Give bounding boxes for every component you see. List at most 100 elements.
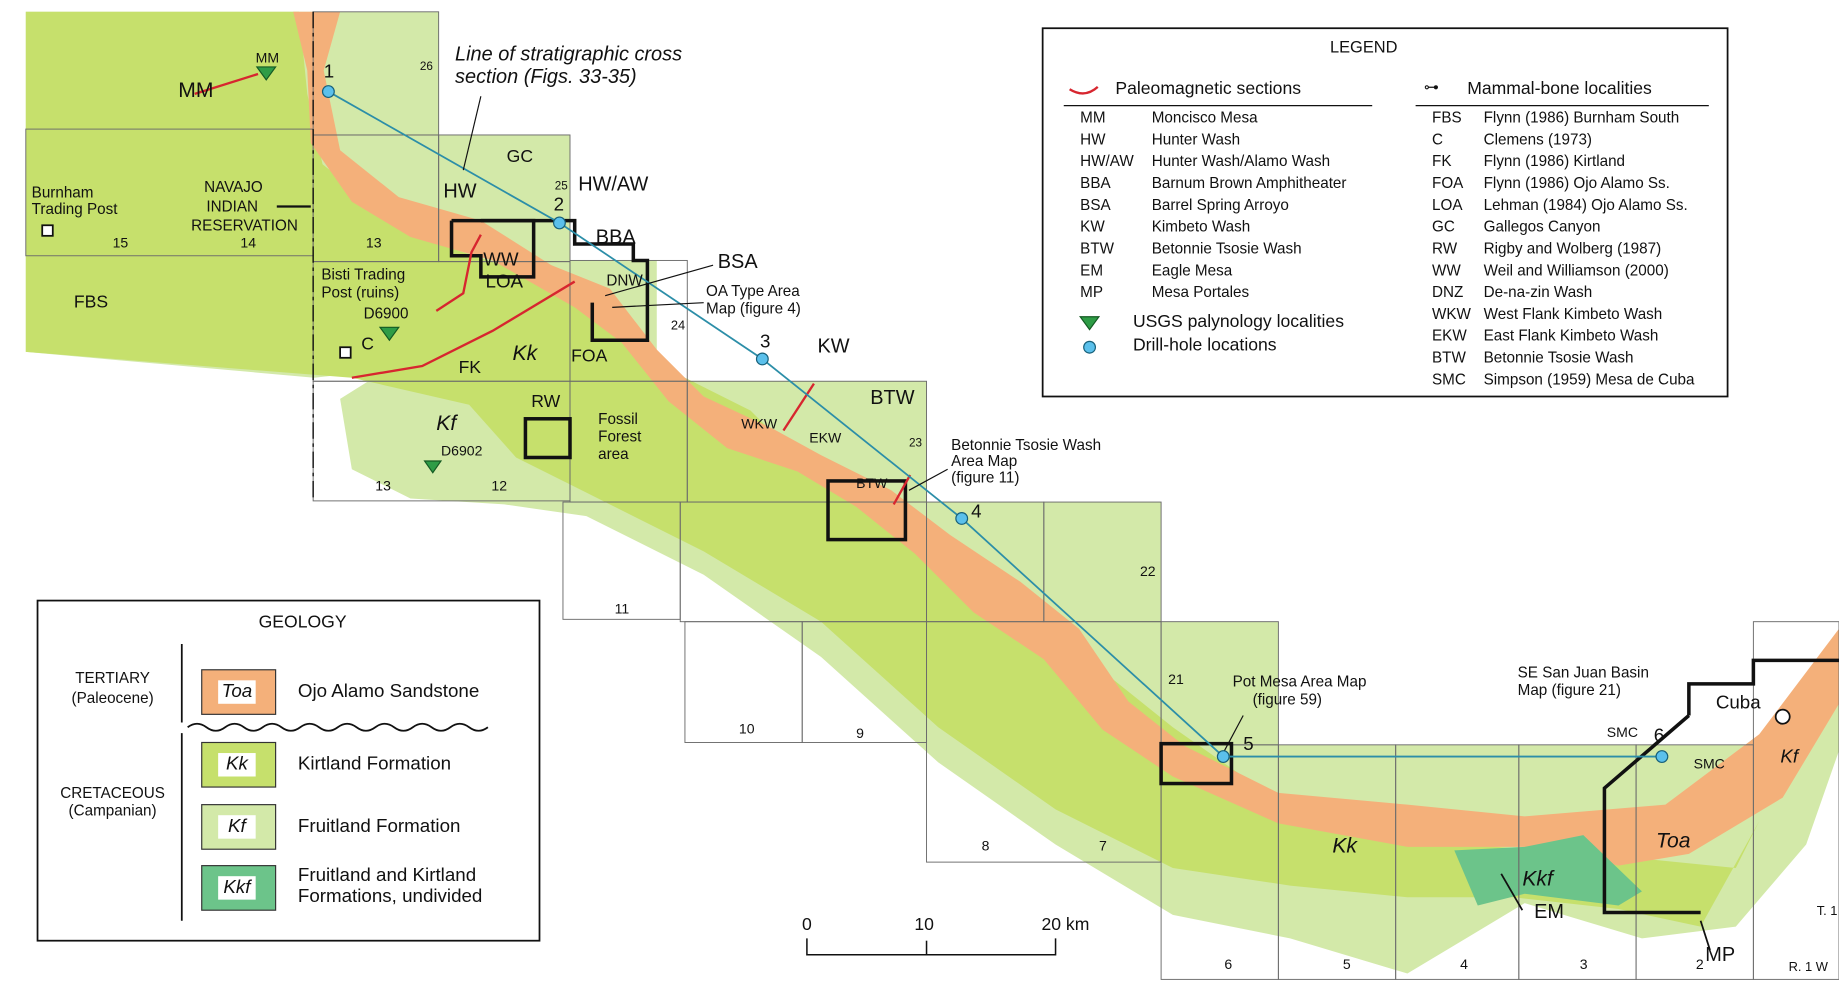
map-label: Map (figure 4) [706, 301, 801, 318]
map-label: MM [256, 49, 279, 65]
unit-code-box [218, 753, 256, 777]
legend-title: LEGEND [1330, 38, 1398, 56]
map-label: 13 [366, 235, 382, 251]
unit-code-box [218, 876, 256, 900]
units: Toa Ojo Alamo Sandstone Kk Kirtland Formati… [201, 669, 482, 911]
map-label: INDIAN [206, 199, 258, 216]
legend-name: Kimbeto Wash [1152, 219, 1250, 236]
legend-code: EM [1080, 262, 1103, 279]
kirtland-area [25, 11, 1760, 927]
arrow [1699, 920, 1711, 951]
map-label: 12 [491, 478, 507, 494]
legend-item: Drill-hole locations [1133, 335, 1277, 355]
map-label: Fossil [598, 411, 638, 428]
map-label: 15 [113, 235, 129, 251]
map-label: SMC [1607, 724, 1638, 740]
drill-hole [552, 216, 566, 230]
map-label: FK [459, 357, 482, 377]
legend-code: BTW [1080, 240, 1114, 257]
map-label: BTW [856, 475, 888, 491]
map-label: (figure 59) [1253, 691, 1322, 708]
map-label: HW [443, 181, 476, 203]
map-label: D6902 [441, 442, 483, 458]
leader [462, 96, 482, 171]
legend-code: SMC [1432, 371, 1466, 388]
geology-areas [25, 11, 1839, 974]
legend-code: RW [1432, 240, 1458, 257]
leader [908, 468, 948, 491]
map-label: C [361, 334, 374, 354]
map-label: 26 [420, 60, 433, 73]
legend-name: Hunter Wash [1152, 131, 1240, 148]
unit-code: Toa [222, 680, 253, 701]
map-label: Kf [436, 412, 458, 435]
town [1774, 708, 1791, 725]
map-label: Kkf [1522, 867, 1555, 890]
legend-name: Lehman (1984) Ojo Alamo Ss. [1484, 197, 1688, 214]
map-label: LOA [486, 271, 524, 292]
unit-code: Kkf [223, 876, 252, 897]
map-label: Toa [1656, 830, 1691, 853]
map-label: Bisti Trading [321, 267, 405, 284]
legend-name: East Flank Kimbeto Wash [1484, 328, 1659, 345]
map-label: WKW [741, 415, 778, 431]
map-label: Burnham [32, 185, 94, 202]
legend-name: Barnum Brown Amphitheater [1152, 175, 1347, 192]
study-area [1602, 714, 1701, 915]
map-label: Kk [1332, 834, 1358, 857]
legend-name: Mesa Portales [1152, 284, 1250, 301]
map-label: 22 [1140, 563, 1156, 579]
map-label: Map (figure 21) [1518, 682, 1621, 699]
trading-post [41, 224, 54, 237]
unit-code-box [218, 680, 256, 704]
map-label: 25 [555, 180, 569, 193]
map-label: 6 [1224, 956, 1232, 972]
drill-hole [1216, 750, 1230, 764]
legend-code: BSA [1080, 197, 1111, 214]
map-label: MM [178, 79, 213, 102]
unit-code: Kk [226, 753, 250, 774]
drill-symbol [1083, 340, 1097, 354]
map-label: BSA [718, 251, 759, 273]
legend-item: USGS palynology localities [1133, 311, 1344, 331]
geology-legend: GEOLOGY TERTIARY (Paleocene) CRETACEOUS … [36, 599, 541, 942]
map-label: Post (ruins) [321, 284, 399, 301]
unit-name: Ojo Alamo Sandstone [298, 680, 479, 701]
map-label: Line of stratigraphic cross [455, 43, 682, 65]
map-label: (figure 11) [951, 470, 1019, 487]
map-label: 8 [982, 838, 990, 854]
drill-hole [1655, 750, 1669, 764]
legend-name: Betonnie Tsosie Wash [1484, 350, 1634, 367]
legend-name: Flynn (1986) Ojo Alamo Ss. [1484, 175, 1670, 192]
map-label: 9 [856, 725, 864, 741]
legend-code: FK [1432, 153, 1451, 170]
map-label: BTW [870, 387, 914, 409]
map-label: OA Type Area [706, 283, 800, 300]
map-label: Kf [1780, 746, 1800, 767]
map-label: T. 1 [1817, 903, 1838, 918]
unit-name: Formations, undivided [298, 885, 482, 906]
map-label: Area Map [951, 453, 1017, 470]
paleomag-lines [194, 72, 912, 505]
unit-code-box [218, 815, 256, 839]
map-label: 3 [760, 331, 770, 352]
map-label: Betonnie Tsosie Wash [951, 437, 1101, 454]
unit-name: Fruitland and Kirtland [298, 864, 476, 885]
map-label: BBA [596, 226, 637, 248]
palynology-symbol [1079, 316, 1101, 331]
legend-frame [1041, 27, 1729, 398]
legend-name: Flynn (1986) Kirtland [1484, 153, 1625, 170]
legend-code: DNZ [1432, 284, 1463, 301]
map-label: Pot Mesa Area Map [1233, 674, 1367, 691]
legend-heading: Mammal-bone localities [1467, 78, 1652, 98]
legend-rows: MM Moncisco Mesa HW Hunter Wash HW/AW Hunter … [1080, 110, 1695, 389]
cross-section [41, 66, 1791, 951]
legend-name: Eagle Mesa [1152, 262, 1233, 279]
trading-post [339, 346, 352, 359]
map-label: Trading Post [32, 201, 119, 218]
map-label: 4 [971, 501, 981, 522]
legend-code: MP [1080, 284, 1103, 301]
legend-name: Flynn (1986) Burnham South [1484, 110, 1680, 127]
map-label: HW/AW [578, 174, 648, 196]
